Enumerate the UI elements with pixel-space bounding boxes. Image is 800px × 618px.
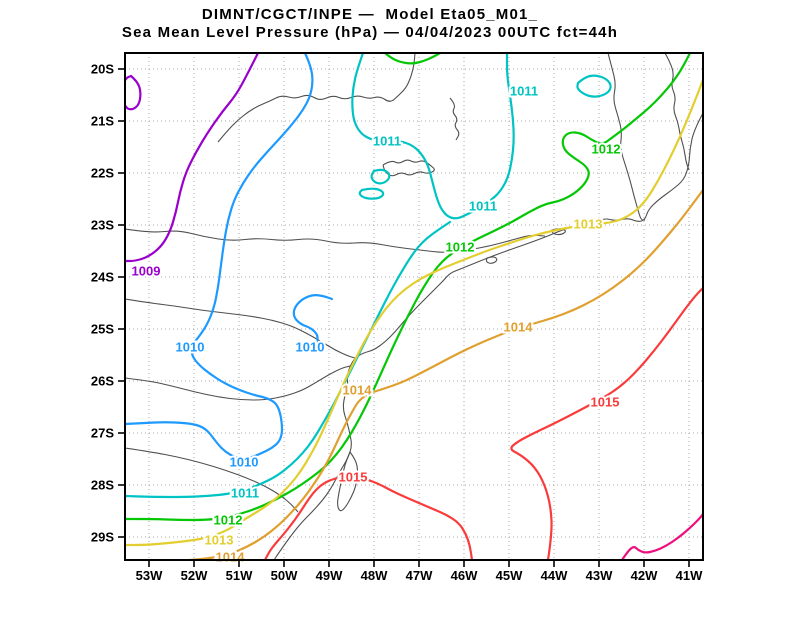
x-tick-label: 47W: [406, 568, 433, 583]
contour-label-1014: 1014: [216, 550, 246, 565]
contour-label-1009: 1009: [132, 264, 161, 279]
plot-frame: [124, 52, 704, 561]
contour-label-layer: 1009 1010 1010 1010 1011 1011 1011 1011 1012 1012…: [130, 82, 623, 567]
contour-line-1015: [263, 475, 474, 561]
y-tick-label: 26S: [91, 374, 114, 389]
x-tick-label: 43W: [586, 568, 613, 583]
contour-line-1009: [124, 74, 142, 111]
river-squiggle: [449, 97, 460, 141]
contour-line-1011: [576, 74, 612, 98]
contour-label-1012: 1012: [446, 240, 475, 255]
contour-label-1010: 1010: [176, 340, 205, 355]
contour-line-1011: [351, 52, 515, 220]
grid-layer: [125, 53, 703, 560]
contour-line-1015: [510, 286, 704, 561]
y-tick-label: 28S: [91, 478, 114, 493]
contour-line-1009: [124, 52, 260, 263]
contour-label-1014: 1014: [343, 383, 373, 398]
contour-label-1011: 1011: [469, 199, 497, 214]
border-mg-es: [664, 52, 690, 171]
contour-label-1014: 1014: [504, 320, 534, 335]
border-sp-parana: [124, 298, 356, 359]
contour-label-1015: 1015: [591, 395, 620, 410]
contour-line-1012: [124, 52, 692, 522]
x-tick-label: 48W: [361, 568, 388, 583]
y-tick-label: 27S: [91, 426, 114, 441]
chart-header: DIMNT/CGCT/INPE — Model Eta05_M01_ Sea M…: [0, 0, 740, 42]
x-tick-label: 46W: [451, 568, 478, 583]
contour-label-1011: 1011: [231, 486, 259, 501]
contour-label-1012: 1012: [214, 513, 243, 528]
y-tick-label: 22S: [91, 166, 114, 181]
x-tick-label: 52W: [181, 568, 208, 583]
contour-line-1014: [148, 188, 704, 561]
contour-line-1010: [124, 52, 314, 460]
border-rj-mg: [607, 52, 645, 221]
reservoir-squiggle: [382, 159, 435, 177]
contour-label-1011: 1011: [510, 84, 538, 99]
contour-label-1015: 1015: [339, 470, 368, 485]
contour-label-1010: 1010: [230, 455, 259, 470]
border-sc-rs: [124, 447, 299, 513]
border-mg-north: [217, 52, 416, 143]
x-tick-label: 42W: [631, 568, 658, 583]
y-tick-label: 25S: [91, 322, 114, 337]
chart-title: DIMNT/CGCT/INPE — Model Eta05_M01_: [201, 6, 539, 23]
chart-subtitle: Sea Mean Level Pressure (hPa) — 04/04/20…: [121, 24, 619, 41]
contour-label-1013: 1013: [574, 217, 603, 232]
contour-layer: [124, 52, 704, 561]
contour-label-1013: 1013: [205, 533, 234, 548]
contour-line-1013: [124, 78, 704, 547]
contour-label-1011: 1011: [373, 134, 401, 149]
geography-layer: [124, 52, 704, 561]
axes-layer: 53W 52W 51W 50W 49W 48W 47W 46W 45W 44W 43W 42W 41W 2…: [91, 52, 704, 583]
contour-line-1011: [358, 187, 385, 200]
contour-line-1016: [620, 512, 704, 561]
y-tick-label: 29S: [91, 530, 114, 545]
y-tick-label: 21S: [91, 114, 114, 129]
coastline: [273, 112, 704, 561]
contour-line-1011: [370, 168, 391, 185]
x-tick-label: 49W: [316, 568, 343, 583]
x-tick-label: 50W: [271, 568, 298, 583]
x-tick-label: 44W: [541, 568, 568, 583]
contour-line-1012: [383, 52, 442, 65]
y-tick-label: 20S: [91, 62, 114, 77]
y-tick-label: 23S: [91, 218, 114, 233]
island-sao-sebastiao: [485, 256, 498, 264]
contour-label-1012: 1012: [592, 142, 621, 157]
contour-label-1010: 1010: [296, 340, 325, 355]
y-tick-label: 24S: [91, 270, 114, 285]
border-parana-sc: [124, 365, 351, 401]
border-sp-mg: [124, 228, 546, 253]
x-tick-label: 41W: [676, 568, 703, 583]
contour-line-1010: [292, 294, 334, 345]
island-florianopolis: [337, 450, 359, 512]
x-tick-label: 45W: [496, 568, 523, 583]
x-tick-label: 51W: [226, 568, 253, 583]
x-tick-label: 53W: [136, 568, 163, 583]
